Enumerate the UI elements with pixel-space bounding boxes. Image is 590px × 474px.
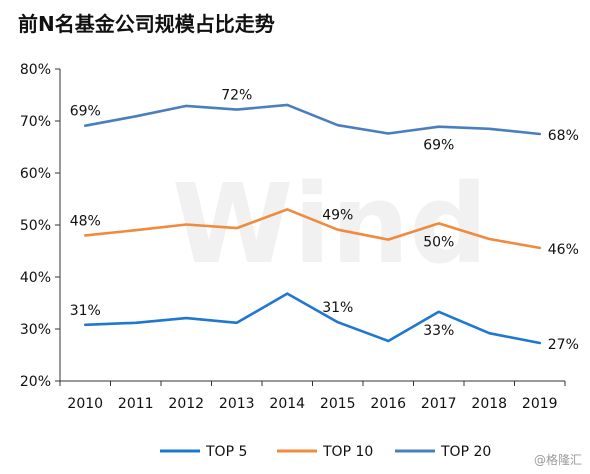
- x-tick-label: 2017: [421, 396, 457, 412]
- y-tick-label: 40%: [20, 270, 51, 286]
- credit-text: @格隆汇: [533, 453, 582, 467]
- y-tick-label: 20%: [20, 374, 51, 390]
- data-label: 50%: [423, 234, 454, 250]
- x-tick-label: 2012: [168, 396, 204, 412]
- x-tick-label: 2011: [118, 396, 154, 412]
- x-tick-label: 2019: [522, 396, 558, 412]
- data-label: 49%: [322, 208, 353, 224]
- x-tick-label: 2013: [219, 396, 255, 412]
- x-tick-label: 2016: [370, 396, 406, 412]
- data-label: 48%: [70, 213, 101, 229]
- y-tick-label: 80%: [20, 62, 51, 78]
- data-label: 69%: [423, 138, 454, 154]
- data-label: 31%: [322, 300, 353, 316]
- legend-label: TOP 10: [322, 444, 373, 460]
- x-tick-label: 2015: [320, 396, 356, 412]
- series-line-0: [84, 292, 542, 345]
- data-label: 31%: [70, 303, 101, 319]
- chart-title: 前N名基金公司规模占比走势: [18, 12, 275, 36]
- legend-label: TOP 20: [440, 444, 491, 460]
- data-label: 68%: [548, 128, 579, 144]
- y-tick-label: 30%: [20, 322, 51, 338]
- y-tick-label: 50%: [20, 218, 51, 234]
- legend-label: TOP 5: [205, 444, 247, 460]
- y-tick-label: 70%: [20, 114, 51, 130]
- series-line-1: [84, 208, 542, 250]
- series-line-2: [84, 103, 542, 136]
- data-label: 72%: [221, 88, 252, 104]
- y-tick-label: 60%: [20, 166, 51, 182]
- data-label: 46%: [548, 242, 579, 258]
- x-tick-label: 2010: [67, 396, 103, 412]
- x-tick-label: 2018: [471, 396, 507, 412]
- data-label: 69%: [70, 104, 101, 120]
- data-label: 33%: [423, 323, 454, 339]
- x-tick-label: 2014: [269, 396, 305, 412]
- data-label: 27%: [548, 337, 579, 353]
